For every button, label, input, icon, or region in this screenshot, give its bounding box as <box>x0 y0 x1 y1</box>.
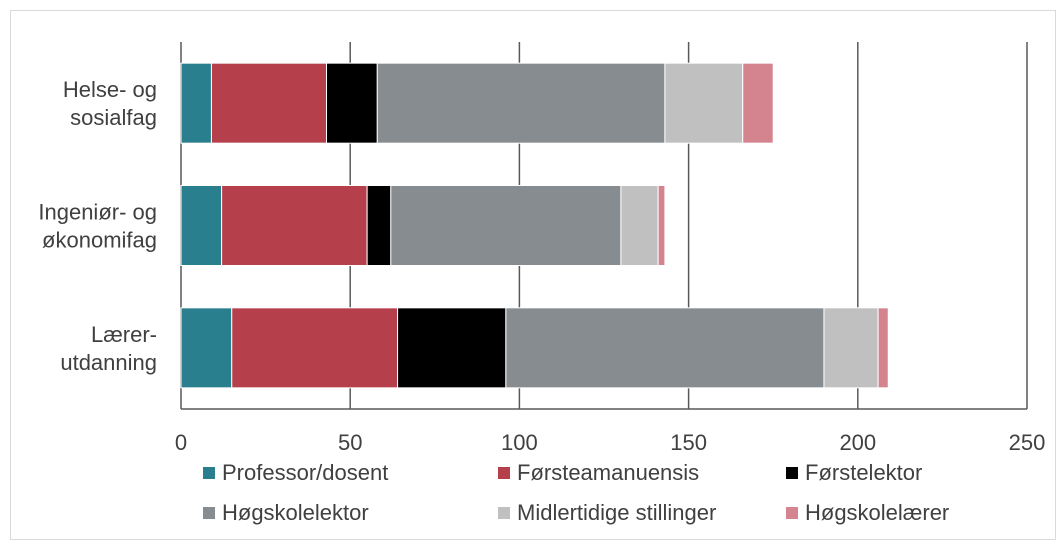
category-label: Lærer-utdanning <box>60 322 157 375</box>
bar-1-0 <box>180 185 223 266</box>
x-tick-label: 50 <box>338 430 362 455</box>
legend-swatch-4 <box>498 507 510 519</box>
bar-2-0 <box>180 307 233 389</box>
bar-0-2 <box>326 62 378 144</box>
bar-1-5 <box>657 185 666 266</box>
bar-1-1 <box>221 185 368 266</box>
category-labels: Helse- og sosialfag Ingeniør- og økonomifag… <box>38 77 157 375</box>
bar-2-3 <box>505 307 825 389</box>
legend-label-3: Høgskolelektor <box>222 500 369 525</box>
legend-label-1: Førsteamanuensis <box>517 460 699 485</box>
x-axis-tick-labels: 0 50 100 150 200 250 <box>175 430 1045 455</box>
bar-2-4 <box>823 307 879 389</box>
legend-label-2: Førstelektor <box>805 460 922 485</box>
legend-swatch-3 <box>203 507 215 519</box>
legend-label-4: Midlertidige stillinger <box>517 500 716 525</box>
bar-0-1 <box>210 62 328 144</box>
bar-2-1 <box>231 307 399 389</box>
bar-0-4 <box>664 62 744 144</box>
legend-swatch-2 <box>786 467 798 479</box>
x-tick-label: 100 <box>501 430 538 455</box>
x-tick-label: 200 <box>839 430 876 455</box>
legend-swatch-5 <box>786 507 798 519</box>
bar-0-5 <box>742 62 774 144</box>
x-tick-label: 0 <box>175 430 187 455</box>
x-tick-label: 150 <box>670 430 707 455</box>
legend-label-0: Professor/dosent <box>222 460 388 485</box>
legend-label-5: Høgskolelærer <box>805 500 949 525</box>
bar-1-4 <box>620 185 659 266</box>
category-label: Ingeniør- og økonomifag <box>38 200 157 253</box>
bars <box>180 62 889 389</box>
bar-0-3 <box>376 62 666 144</box>
bar-2-2 <box>397 307 507 389</box>
legend-swatch-0 <box>203 467 215 479</box>
x-tick-label: 250 <box>1009 430 1046 455</box>
bar-1-3 <box>390 185 622 266</box>
legend: Professor/dosent Førsteamanuensis Førstele… <box>203 460 949 525</box>
bar-2-5 <box>877 307 889 389</box>
legend-swatch-1 <box>498 467 510 479</box>
bar-0-0 <box>180 62 212 144</box>
category-label: Helse- og sosialfag <box>63 77 157 130</box>
bar-1-2 <box>366 185 392 266</box>
